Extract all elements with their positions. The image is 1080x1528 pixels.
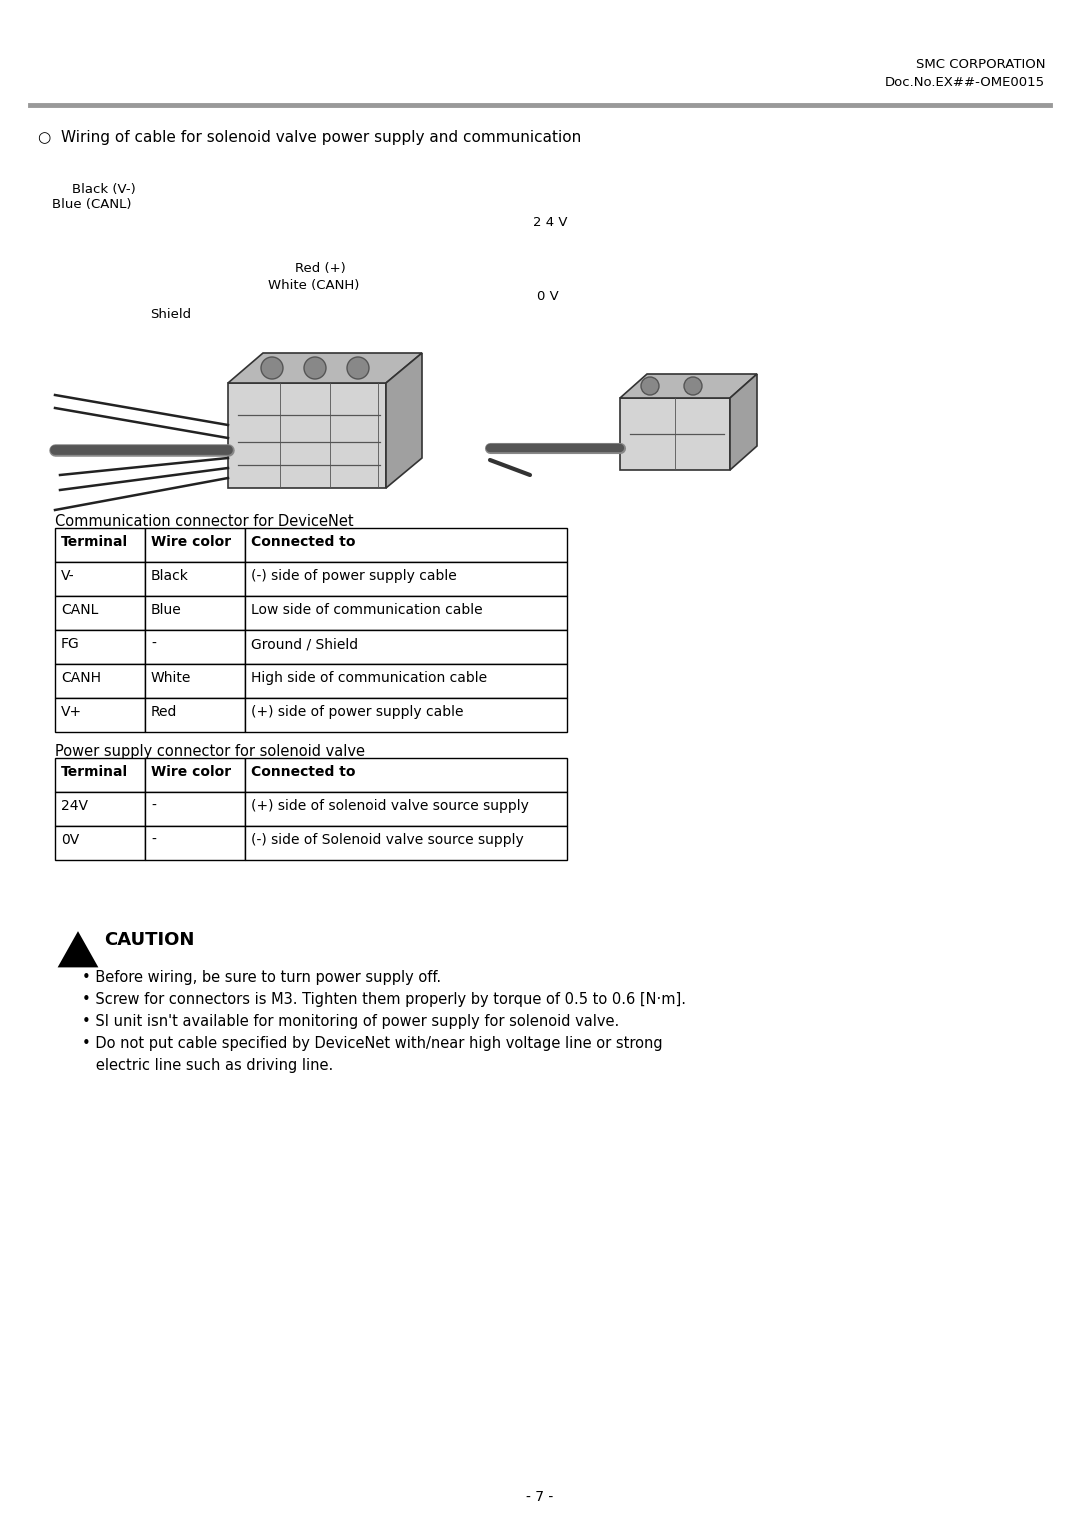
- Bar: [145, 758, 245, 792]
- Text: - 7 -: - 7 -: [526, 1490, 554, 1504]
- Bar: [245, 827, 567, 860]
- Polygon shape: [620, 374, 757, 397]
- Bar: [145, 562, 245, 596]
- Text: Doc.No.EX##-OME0015: Doc.No.EX##-OME0015: [885, 76, 1045, 89]
- Text: Terminal: Terminal: [60, 766, 129, 779]
- Text: Red: Red: [151, 704, 177, 720]
- Text: -: -: [151, 799, 156, 813]
- Text: electric line such as driving line.: electric line such as driving line.: [82, 1057, 334, 1073]
- Bar: [145, 630, 245, 665]
- Text: 0V: 0V: [60, 833, 79, 847]
- Text: 0 V: 0 V: [537, 290, 558, 303]
- Bar: [145, 827, 245, 860]
- Text: • Screw for connectors is M3. Tighten them properly by torque of 0.5 to 0.6 [N·m: • Screw for connectors is M3. Tighten th…: [82, 992, 686, 1007]
- Bar: [55, 630, 145, 665]
- Bar: [245, 792, 567, 827]
- Text: Ground / Shield: Ground / Shield: [251, 637, 359, 651]
- Text: -: -: [151, 637, 156, 651]
- Text: Connected to: Connected to: [251, 535, 355, 549]
- Text: -: -: [151, 833, 156, 847]
- Text: ○  Wiring of cable for solenoid valve power supply and communication: ○ Wiring of cable for solenoid valve pow…: [38, 130, 581, 145]
- Bar: [245, 698, 567, 732]
- Circle shape: [684, 377, 702, 396]
- Bar: [245, 529, 567, 562]
- Circle shape: [261, 358, 283, 379]
- Text: V-: V-: [60, 568, 75, 584]
- Bar: [145, 529, 245, 562]
- Text: White (CANH): White (CANH): [268, 280, 360, 292]
- Bar: [145, 792, 245, 827]
- Text: Power supply connector for solenoid valve: Power supply connector for solenoid valv…: [55, 744, 365, 759]
- Bar: [55, 562, 145, 596]
- Bar: [55, 665, 145, 698]
- Bar: [145, 698, 245, 732]
- Text: CAUTION: CAUTION: [104, 931, 194, 949]
- Text: Black: Black: [151, 568, 189, 584]
- Bar: [228, 384, 386, 487]
- Text: Terminal: Terminal: [60, 535, 129, 549]
- Text: Low side of communication cable: Low side of communication cable: [251, 604, 483, 617]
- Circle shape: [642, 377, 659, 396]
- Bar: [245, 630, 567, 665]
- Text: Wire color: Wire color: [151, 766, 231, 779]
- Polygon shape: [228, 353, 422, 384]
- Text: • Before wiring, be sure to turn power supply off.: • Before wiring, be sure to turn power s…: [82, 970, 441, 986]
- Text: Connected to: Connected to: [251, 766, 355, 779]
- Text: Red (+): Red (+): [295, 261, 346, 275]
- Text: (+) side of power supply cable: (+) side of power supply cable: [251, 704, 463, 720]
- Text: High side of communication cable: High side of communication cable: [251, 671, 487, 685]
- Text: 24V: 24V: [60, 799, 87, 813]
- Bar: [145, 596, 245, 630]
- Circle shape: [303, 358, 326, 379]
- Polygon shape: [730, 374, 757, 471]
- Text: CANH: CANH: [60, 671, 102, 685]
- Text: (-) side of power supply cable: (-) side of power supply cable: [251, 568, 457, 584]
- Text: V+: V+: [60, 704, 82, 720]
- Bar: [145, 665, 245, 698]
- Text: (-) side of Solenoid valve source supply: (-) side of Solenoid valve source supply: [251, 833, 524, 847]
- Polygon shape: [386, 353, 422, 487]
- Text: Black (V-): Black (V-): [72, 183, 136, 196]
- Text: 2 4 V: 2 4 V: [534, 215, 567, 229]
- Bar: [245, 596, 567, 630]
- Bar: [55, 792, 145, 827]
- Text: FG: FG: [60, 637, 80, 651]
- Bar: [55, 827, 145, 860]
- Text: White: White: [151, 671, 191, 685]
- Bar: [55, 698, 145, 732]
- Text: CANL: CANL: [60, 604, 98, 617]
- Text: Blue: Blue: [151, 604, 181, 617]
- Text: (+) side of solenoid valve source supply: (+) side of solenoid valve source supply: [251, 799, 529, 813]
- Circle shape: [347, 358, 369, 379]
- Text: • SI unit isn't available for monitoring of power supply for solenoid valve.: • SI unit isn't available for monitoring…: [82, 1015, 619, 1028]
- Bar: [245, 758, 567, 792]
- Text: Shield: Shield: [150, 309, 191, 321]
- Text: • Do not put cable specified by DeviceNet with/near high voltage line or strong: • Do not put cable specified by DeviceNe…: [82, 1036, 663, 1051]
- Polygon shape: [60, 934, 96, 966]
- Text: !: !: [75, 946, 81, 961]
- Bar: [245, 562, 567, 596]
- Text: SMC CORPORATION: SMC CORPORATION: [916, 58, 1045, 70]
- Text: Communication connector for DeviceNet: Communication connector for DeviceNet: [55, 513, 353, 529]
- Bar: [55, 758, 145, 792]
- Text: Blue (CANL): Blue (CANL): [52, 199, 132, 211]
- Bar: [55, 596, 145, 630]
- Bar: [620, 397, 730, 471]
- Bar: [55, 529, 145, 562]
- Bar: [245, 665, 567, 698]
- Text: Wire color: Wire color: [151, 535, 231, 549]
